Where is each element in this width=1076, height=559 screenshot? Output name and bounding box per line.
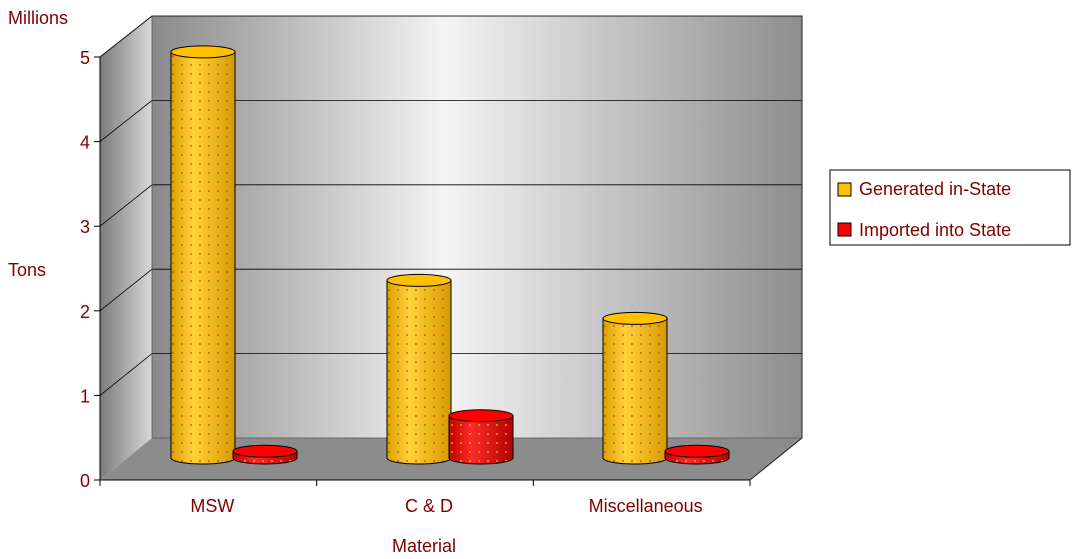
x-tick-label: MSW [190, 496, 234, 516]
bar-imported-0 [232, 444, 298, 465]
bar-imported-2 [664, 444, 730, 465]
bar-top [386, 273, 452, 287]
legend-box [829, 169, 1071, 246]
bar-imported-1 [448, 409, 514, 465]
x-tick-label: Miscellaneous [589, 496, 703, 516]
bar-body-outline [602, 317, 668, 465]
bars [170, 45, 730, 465]
legend: Generated in-State Imported into State [829, 169, 1071, 246]
x-axis-label: Material [392, 536, 456, 556]
legend-swatch-generated [837, 182, 852, 197]
y-tick-label: 4 [80, 133, 90, 153]
bar-top [448, 409, 514, 423]
y-tick-label: 2 [80, 302, 90, 322]
legend-label-imported: Imported into State [859, 220, 1011, 240]
plot-back-wall [152, 16, 802, 438]
x-tick-label: C & D [405, 496, 453, 516]
bar-top [232, 444, 298, 458]
x-ticks: MSW C & D Miscellaneous [99, 480, 751, 516]
y-tick-label: 3 [80, 217, 90, 237]
legend-label-generated: Generated in-State [859, 179, 1011, 199]
plot-side-wall [100, 16, 152, 480]
y-axis-label: Tons [8, 260, 46, 280]
bar-top [664, 444, 730, 458]
unit-label: Millions [8, 8, 68, 28]
bar-generated-2 [602, 311, 668, 465]
bar-body-outline [386, 279, 452, 465]
y-ticks: 0 1 2 3 4 5 [80, 48, 100, 491]
bar-generated-0 [170, 45, 236, 465]
bar-top [602, 311, 668, 325]
bar-body-outline [448, 415, 514, 465]
y-tick-label: 5 [80, 48, 90, 68]
bar-body-outline [170, 51, 236, 465]
bar-top [170, 45, 236, 59]
y-tick-label: 1 [80, 386, 90, 406]
y-tick-label: 0 [80, 471, 90, 491]
bar-generated-1 [386, 273, 452, 465]
legend-swatch-imported [837, 222, 852, 237]
